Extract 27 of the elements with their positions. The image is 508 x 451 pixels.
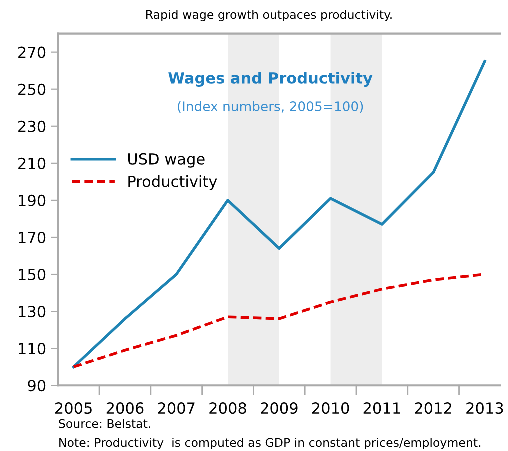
y-tick-label: 90 xyxy=(28,380,46,392)
x-tick-label: 2005 xyxy=(56,402,92,414)
x-tick-label: 2013 xyxy=(466,402,504,414)
chart-title: Rapid wage growth outpaces productivity. xyxy=(146,10,392,22)
x-tick-label: 2008 xyxy=(210,402,246,414)
source-note: Source: Belstat. xyxy=(59,419,150,428)
text: Wages and Productivity xyxy=(168,72,373,88)
y-tick-label: 190 xyxy=(19,194,46,206)
line-series xyxy=(72,60,486,368)
y-tick-label: 150 xyxy=(19,268,46,281)
x-tick-label: 2011 xyxy=(364,402,400,414)
y-tick-label: 250 xyxy=(18,84,46,96)
legend-label: USD wage xyxy=(128,153,205,168)
y-tick-label: 130 xyxy=(19,306,46,318)
y-tick-label: 170 xyxy=(19,232,46,244)
y-tick-label: 110 xyxy=(19,343,46,355)
text: Note: Productivity is computed as GDP in constant prices/employment. xyxy=(60,438,481,450)
legend-label: Productivity xyxy=(128,176,218,190)
x-tick-label: 2012 xyxy=(415,402,452,414)
x-tick-label: 2010 xyxy=(312,402,350,414)
y-tick-label: 270 xyxy=(18,46,46,58)
x-tick-label: 2009 xyxy=(261,402,298,414)
x-tick-label: 2006 xyxy=(106,402,144,414)
x-tick-label: 2007 xyxy=(158,402,195,414)
annotation: (Index numbers, 2005=100) xyxy=(178,101,364,114)
y-tick-label: 210 xyxy=(18,158,46,170)
y-tick-label: 230 xyxy=(18,120,46,132)
